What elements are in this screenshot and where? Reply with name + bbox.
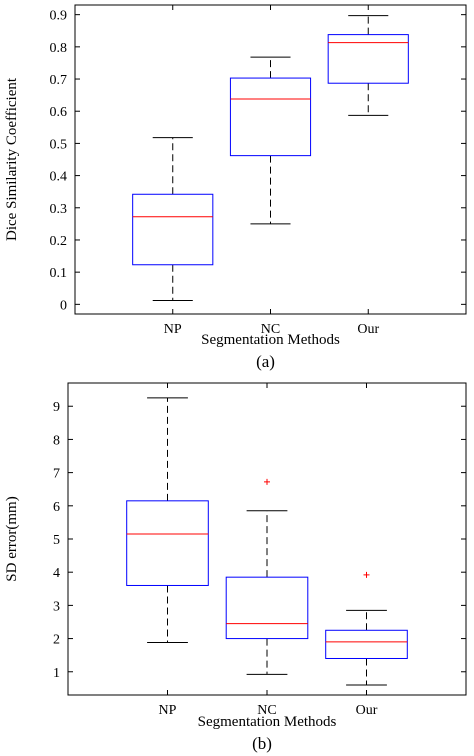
y-tick-label: 9 [53,400,60,415]
y-tick-label: 1 [53,666,60,681]
y-tick-label: 2 [53,633,60,648]
x-axis-label: Segmentation Methods [201,332,340,348]
x-tick-label: Our [356,703,378,718]
y-tick-label: 0.5 [50,137,68,152]
y-tick-label: 0 [60,298,67,313]
y-tick-label: 0.6 [50,105,68,120]
x-tick-label: NP [164,322,182,337]
y-axis-label: Dice Similarity Coefficient [4,77,20,241]
y-tick-label: 0.8 [50,41,68,56]
y-tick-label: 0.1 [50,266,68,281]
y-tick-label: 3 [53,599,60,614]
x-tick-label: NC [257,703,276,718]
y-axis-label: SD error(mm) [4,496,20,581]
y-tick-label: 0.4 [50,170,68,185]
x-axis-label: Segmentation Methods [198,714,337,730]
box-nc [225,576,309,640]
box-our [325,629,408,659]
x-tick-label: NC [261,322,280,337]
y-tick-label: 0.7 [50,73,68,88]
panel-caption: (a) [256,352,275,371]
box-our [327,34,409,84]
box-np [126,500,209,586]
y-tick-label: 0.3 [50,202,68,217]
outlier-marker [264,478,270,485]
y-tick-label: 8 [53,433,60,448]
y-tick-label: 5 [53,533,60,548]
x-tick-label: NP [159,703,177,718]
outlier-marker [363,571,370,578]
y-tick-label: 7 [53,467,60,482]
panel-caption: (b) [252,734,272,753]
y-tick-label: 0.9 [50,9,68,24]
panel-b: 1 2 3 4 5 6 7 8 9 NP NC Our Segmentation Methods SD e… [4,382,467,753]
y-tick-label: 6 [53,500,60,515]
x-tick-label: Our [357,322,379,337]
y-tick-label: 0.2 [50,234,68,249]
box-nc [229,77,312,157]
panel-a: 0 0.1 0.2 0.3 0.4 0.5 0.6 0.7 0.8 0.9 NP NC Our Segme… [4,4,467,371]
box-np [132,193,214,266]
y-tick-label: 4 [53,566,60,581]
